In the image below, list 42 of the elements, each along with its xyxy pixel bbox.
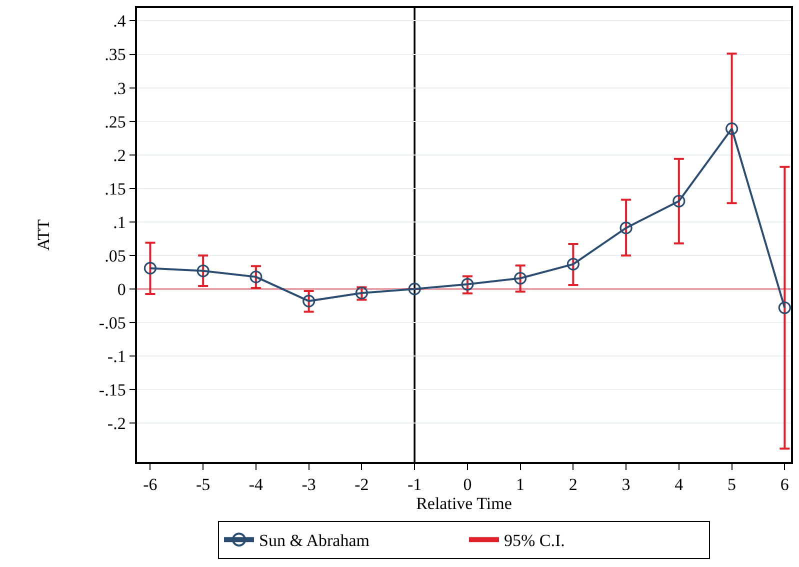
- point: [196, 264, 210, 278]
- legend-label: Sun & Abraham: [259, 531, 370, 550]
- x-tick-label: 3: [622, 475, 630, 494]
- point: [620, 222, 632, 234]
- y-axis-title: ATT: [34, 218, 53, 251]
- point: [566, 258, 580, 270]
- x-tick-label: -1: [407, 475, 422, 494]
- point: [778, 301, 791, 314]
- x-tick-label: 2: [568, 475, 578, 494]
- x-tick-label: 5: [728, 475, 736, 494]
- y-tick-label: -.2: [107, 414, 126, 434]
- x-tick-label: -5: [196, 475, 210, 494]
- point: [250, 270, 262, 284]
- y-tick-label: -.05: [98, 313, 126, 332]
- y-tick-label: -.1: [107, 346, 126, 366]
- y-tick-label: .4: [113, 12, 126, 31]
- y-tick-label: .05: [104, 246, 126, 266]
- y-tick-label: .2: [113, 146, 126, 165]
- legend-label: 95% C.I.: [504, 531, 565, 550]
- x-tick-label: -6: [143, 475, 158, 494]
- x-tick-label: 6: [780, 475, 789, 494]
- x-tick-label: 0: [463, 475, 472, 494]
- point: [408, 282, 421, 296]
- point: [302, 294, 316, 308]
- x-tick-label: 1: [516, 475, 525, 494]
- point: [461, 278, 474, 291]
- y-tick-label: .1: [113, 212, 126, 232]
- y-tick-label: .15: [104, 179, 126, 198]
- point: [144, 262, 157, 274]
- x-axis-title: Relative Time: [416, 494, 512, 514]
- point: [725, 122, 738, 136]
- x-tick-label: -4: [248, 475, 264, 494]
- y-tick-label: .25: [104, 112, 126, 132]
- point: [672, 194, 686, 208]
- point: [514, 272, 527, 285]
- y-tick-label: .3: [113, 78, 126, 98]
- x-tick-label: -3: [302, 475, 316, 494]
- y-tick-label: -.15: [98, 380, 126, 400]
- x-tick-label: 4: [674, 475, 684, 494]
- y-tick-label: 0: [117, 280, 126, 299]
- x-tick-label: -2: [354, 475, 369, 494]
- y-tick-label: .35: [104, 45, 126, 64]
